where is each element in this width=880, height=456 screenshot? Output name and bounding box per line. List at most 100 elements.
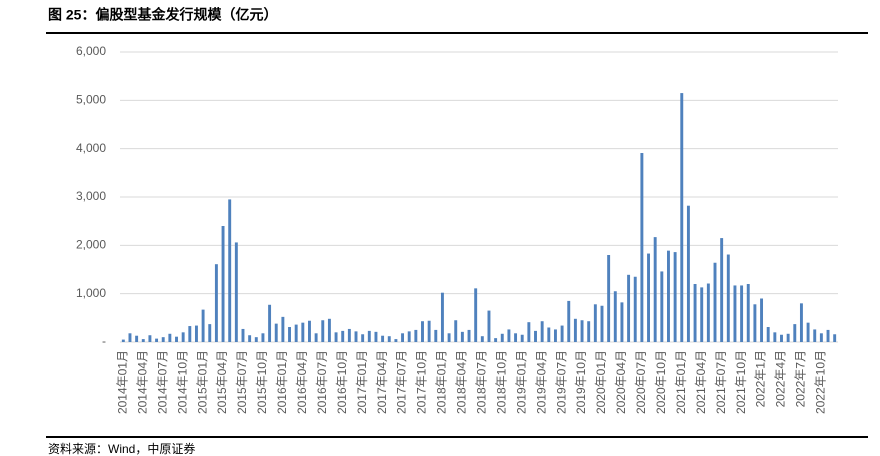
bar [454, 320, 458, 342]
bar [813, 329, 817, 342]
bar [394, 339, 398, 342]
x-tick-label: 2016年01月 [275, 350, 289, 414]
bar [553, 329, 557, 342]
bar [214, 264, 218, 342]
bar [274, 323, 278, 342]
bar [534, 330, 537, 342]
x-tick-label: 2021年04月 [694, 350, 708, 414]
bar [181, 332, 185, 342]
bar [254, 337, 258, 342]
bar [773, 332, 777, 342]
bar [261, 333, 265, 342]
y-tick-label: - [102, 334, 106, 348]
y-tick-label: 1,000 [76, 286, 106, 300]
bar [653, 237, 657, 342]
bar [327, 318, 331, 342]
bar [520, 334, 524, 342]
x-tick-label: 2016年07月 [315, 350, 329, 414]
bar [560, 325, 564, 342]
bar [194, 325, 198, 342]
bar [121, 339, 125, 342]
bar [248, 335, 252, 342]
y-tick-label: 4,000 [76, 141, 106, 155]
x-tick-label: 2015年10月 [255, 350, 269, 414]
bar [686, 205, 690, 342]
x-tick-label: 2014年07月 [155, 350, 169, 414]
bar [726, 254, 730, 342]
x-tick-label: 2020年01月 [594, 350, 608, 414]
bar [607, 255, 611, 342]
bar [673, 252, 677, 342]
x-tick-label: 2022年7月 [794, 350, 808, 407]
x-tick-label: 2017年10月 [415, 350, 429, 414]
x-tick-label: 2019年07月 [554, 350, 568, 414]
x-tick-label: 2015年07月 [235, 350, 249, 414]
bar [806, 322, 810, 342]
bar [347, 328, 351, 342]
bar [620, 302, 624, 342]
bar [540, 321, 544, 342]
y-tick-label: 6,000 [76, 44, 106, 58]
bar [301, 322, 305, 342]
source: 资料来源：Wind，中原证券 [48, 441, 195, 456]
y-tick-label: 5,000 [76, 93, 106, 107]
x-tick-label: 2022年4月 [774, 350, 788, 407]
bar [580, 320, 584, 342]
bar [221, 226, 225, 342]
bar [753, 304, 757, 342]
x-tick-label: 2017年07月 [395, 350, 409, 414]
bar [148, 335, 152, 342]
bar [141, 339, 145, 342]
y-tick-label: 2,000 [76, 238, 106, 252]
bar [494, 338, 498, 342]
x-tick-label: 2022年10月 [814, 350, 828, 414]
bar [381, 335, 385, 342]
bar [474, 288, 478, 342]
bar [434, 329, 438, 342]
x-tick-label: 2014年10月 [175, 350, 189, 414]
bar [460, 331, 464, 342]
bar [354, 331, 358, 342]
bar [527, 322, 531, 342]
bar [321, 320, 325, 342]
bar [228, 199, 232, 342]
x-tick-label: 2019年10月 [574, 350, 588, 414]
bar [308, 320, 311, 342]
bar [374, 331, 378, 342]
bar [793, 324, 797, 342]
bar [593, 304, 597, 342]
bar [799, 303, 803, 342]
bar [188, 326, 192, 342]
bar [440, 292, 444, 342]
bar [706, 283, 710, 342]
bar [514, 333, 518, 342]
bar [175, 336, 178, 342]
chart-title: 图 25：偏股型基金发行规模（亿元） [48, 7, 277, 23]
bar [361, 334, 365, 342]
x-tick-label: 2016年04月 [295, 350, 309, 414]
bar [780, 334, 783, 342]
bar [341, 330, 345, 342]
x-tick-label: 2018年01月 [435, 350, 449, 414]
bar [547, 327, 551, 342]
bar [161, 337, 165, 342]
bar [573, 318, 577, 342]
bar [647, 253, 650, 342]
x-tick-label: 2018年07月 [474, 350, 488, 414]
bar [500, 333, 504, 342]
bar [414, 329, 418, 342]
bar [680, 93, 684, 342]
x-tick-label: 2017年04月 [375, 350, 389, 414]
bar [760, 298, 764, 342]
bar [288, 327, 291, 342]
bar [740, 285, 744, 342]
x-tick-label: 2017年01月 [355, 350, 369, 414]
bar [407, 331, 411, 342]
bar [135, 335, 139, 342]
bar [507, 329, 511, 342]
x-tick-label: 2020年04月 [614, 350, 628, 414]
bar [713, 262, 717, 342]
bar [314, 333, 318, 342]
bar [201, 309, 205, 342]
